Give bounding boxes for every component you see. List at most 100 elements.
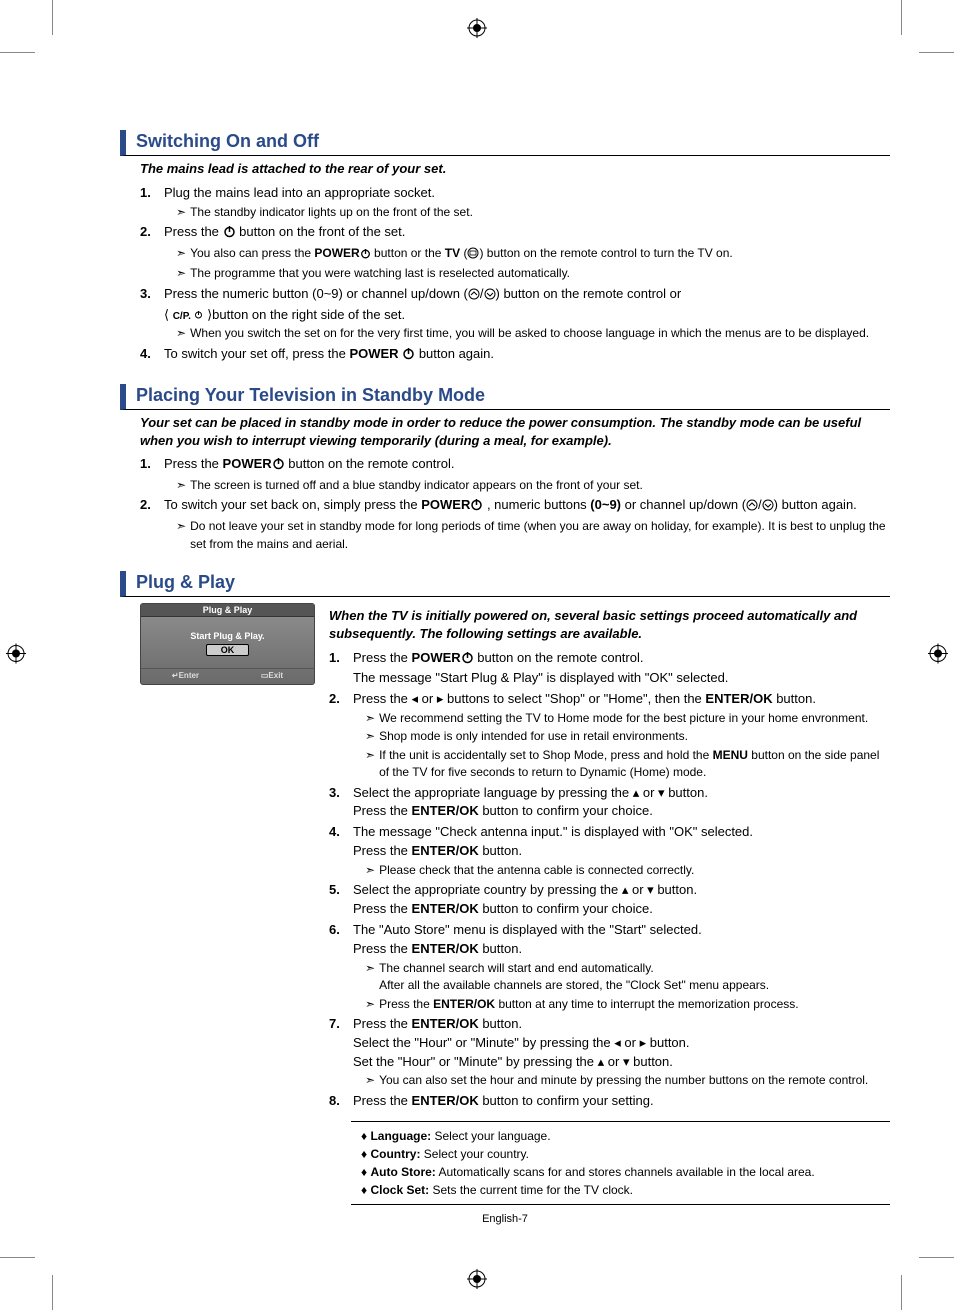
def-value: Sets the current time for the TV clock. bbox=[429, 1183, 633, 1197]
step-number: 1. bbox=[140, 184, 164, 221]
power-icon bbox=[360, 247, 371, 264]
note-arrow-icon: ➣ bbox=[365, 996, 375, 1013]
step-text: The message "Check antenna input." is di… bbox=[353, 824, 753, 839]
note-text: The standby indicator lights up on the f… bbox=[190, 204, 890, 221]
step-text: Press the bbox=[164, 224, 223, 239]
note-text: If the unit is accidentally set to Shop … bbox=[379, 747, 890, 782]
angle-bracket-icon: ⟨ bbox=[164, 307, 173, 322]
step-number: 6. bbox=[329, 921, 353, 1013]
note-arrow-icon: ➣ bbox=[365, 1072, 375, 1089]
def-label: Country: bbox=[370, 1147, 420, 1161]
step-text: button on the remote control. bbox=[285, 456, 455, 471]
step: 6. The "Auto Store" menu is displayed wi… bbox=[329, 921, 890, 1013]
note-arrow-icon: ➣ bbox=[365, 960, 375, 995]
step: 3. Select the appropriate language by pr… bbox=[329, 784, 890, 822]
def-value: Select your language. bbox=[431, 1129, 550, 1143]
step: 1. Plug the mains lead into an appropria… bbox=[140, 184, 890, 221]
step-number: 7. bbox=[329, 1015, 353, 1090]
step: 1. Press the POWER button on the remote … bbox=[329, 649, 890, 689]
osd-menu-mock: Plug & Play Start Plug & Play. OK ↵Enter… bbox=[140, 603, 315, 1204]
def-label: Auto Store: bbox=[370, 1165, 435, 1179]
step-text: The message "Start Plug & Play" is displ… bbox=[353, 670, 728, 685]
menu-ok-button: OK bbox=[206, 644, 250, 656]
page-number: English-7 bbox=[120, 1213, 890, 1225]
step-number: 1. bbox=[329, 649, 353, 689]
section-heading: Plug & Play bbox=[120, 571, 890, 597]
menu-exit-label: ▭Exit bbox=[261, 671, 283, 680]
step-text: ) button again. bbox=[774, 497, 857, 512]
note-arrow-icon: ➣ bbox=[176, 477, 186, 494]
note-text: You can also set the hour and minute by … bbox=[379, 1072, 890, 1089]
down-arrow-icon: ▾ bbox=[647, 882, 654, 897]
step-text: Press the numeric button (0~9) or channe… bbox=[164, 286, 468, 301]
step-number: 4. bbox=[140, 345, 164, 366]
section-intro: Your set can be placed in standby mode i… bbox=[140, 414, 890, 449]
tv-icon bbox=[467, 247, 479, 264]
step-number: 2. bbox=[140, 223, 164, 283]
step: 4. The message "Check antenna input." is… bbox=[329, 823, 890, 879]
step-text: , numeric buttons bbox=[483, 497, 590, 512]
up-arrow-icon: ▴ bbox=[622, 882, 629, 897]
step-number: 4. bbox=[329, 823, 353, 879]
step-number: 3. bbox=[140, 285, 164, 343]
note-text: The screen is turned off and a blue stan… bbox=[190, 477, 890, 494]
note-text: Press the ENTER/OK button at any time to… bbox=[379, 996, 890, 1013]
menu-enter-label: ↵Enter bbox=[172, 671, 199, 680]
note-arrow-icon: ➣ bbox=[365, 710, 375, 727]
right-arrow-icon: ▸ bbox=[437, 691, 444, 706]
note-arrow-icon: ➣ bbox=[365, 862, 375, 879]
left-arrow-icon: ◂ bbox=[614, 1035, 621, 1050]
step: 2. Press the ◂ or ▸ buttons to select "S… bbox=[329, 690, 890, 781]
note-text: The channel search will start and end au… bbox=[379, 960, 890, 995]
note-arrow-icon: ➣ bbox=[365, 728, 375, 745]
power-icon bbox=[223, 225, 236, 244]
note-arrow-icon: ➣ bbox=[176, 204, 186, 221]
note-arrow-icon: ➣ bbox=[176, 265, 186, 282]
step: 7. Press the ENTER/OK button. Select the… bbox=[329, 1015, 890, 1090]
step: 8. Press the ENTER/OK button to confirm … bbox=[329, 1092, 890, 1111]
section-intro: When the TV is initially powered on, sev… bbox=[329, 607, 890, 642]
def-label: Clock Set: bbox=[370, 1183, 429, 1197]
menu-title: Plug & Play bbox=[141, 604, 314, 617]
power-icon bbox=[470, 498, 483, 517]
definitions-box: ♦ Language: Select your language. ♦ Coun… bbox=[351, 1121, 890, 1205]
section-heading: Placing Your Television in Standby Mode bbox=[120, 384, 890, 410]
channel-up-icon bbox=[746, 498, 758, 517]
step-text: button on the front of the set. bbox=[236, 224, 406, 239]
power-icon bbox=[272, 457, 285, 476]
down-arrow-icon: ▾ bbox=[658, 785, 665, 800]
power-icon bbox=[461, 651, 474, 670]
step-text: The "Auto Store" menu is displayed with … bbox=[353, 922, 702, 937]
section-intro: The mains lead is attached to the rear o… bbox=[140, 160, 890, 178]
down-arrow-icon: ▾ bbox=[623, 1054, 630, 1069]
step-text: To switch your set back on, simply press… bbox=[164, 497, 421, 512]
step: 2. To switch your set back on, simply pr… bbox=[140, 496, 890, 553]
cp-label: C/P. bbox=[173, 311, 191, 322]
step-number: 2. bbox=[140, 496, 164, 553]
registration-mark-icon bbox=[6, 644, 26, 667]
step-number: 3. bbox=[329, 784, 353, 822]
note-text: The programme that you were watching las… bbox=[190, 265, 890, 282]
note-text: Shop mode is only intended for use in re… bbox=[379, 728, 890, 745]
step-text: button on the right side of the set. bbox=[212, 307, 405, 322]
section-heading: Switching On and Off bbox=[120, 130, 890, 156]
up-arrow-icon: ▴ bbox=[598, 1054, 605, 1069]
right-arrow-icon: ▸ bbox=[640, 1035, 647, 1050]
channel-down-icon bbox=[762, 498, 774, 517]
note-text: We recommend setting the TV to Home mode… bbox=[379, 710, 890, 727]
angle-bracket-icon: ⟩ bbox=[203, 307, 212, 322]
menu-line: Start Plug & Play. bbox=[141, 631, 314, 641]
step-text: Press the bbox=[164, 456, 223, 471]
registration-mark-icon bbox=[467, 18, 487, 41]
step: 4. To switch your set off, press the POW… bbox=[140, 345, 890, 366]
step-text: ) button on the remote control or bbox=[496, 286, 682, 301]
step-text: button again. bbox=[415, 346, 494, 361]
channel-down-icon bbox=[484, 287, 496, 306]
def-value: Automatically scans for and stores chann… bbox=[436, 1165, 815, 1179]
note-arrow-icon: ➣ bbox=[176, 325, 186, 342]
left-arrow-icon: ◂ bbox=[412, 691, 419, 706]
step-text: or channel up/down ( bbox=[621, 497, 746, 512]
step: 2. Press the button on the front of the … bbox=[140, 223, 890, 283]
step-number: 5. bbox=[329, 881, 353, 919]
def-value: Select your country. bbox=[420, 1147, 529, 1161]
